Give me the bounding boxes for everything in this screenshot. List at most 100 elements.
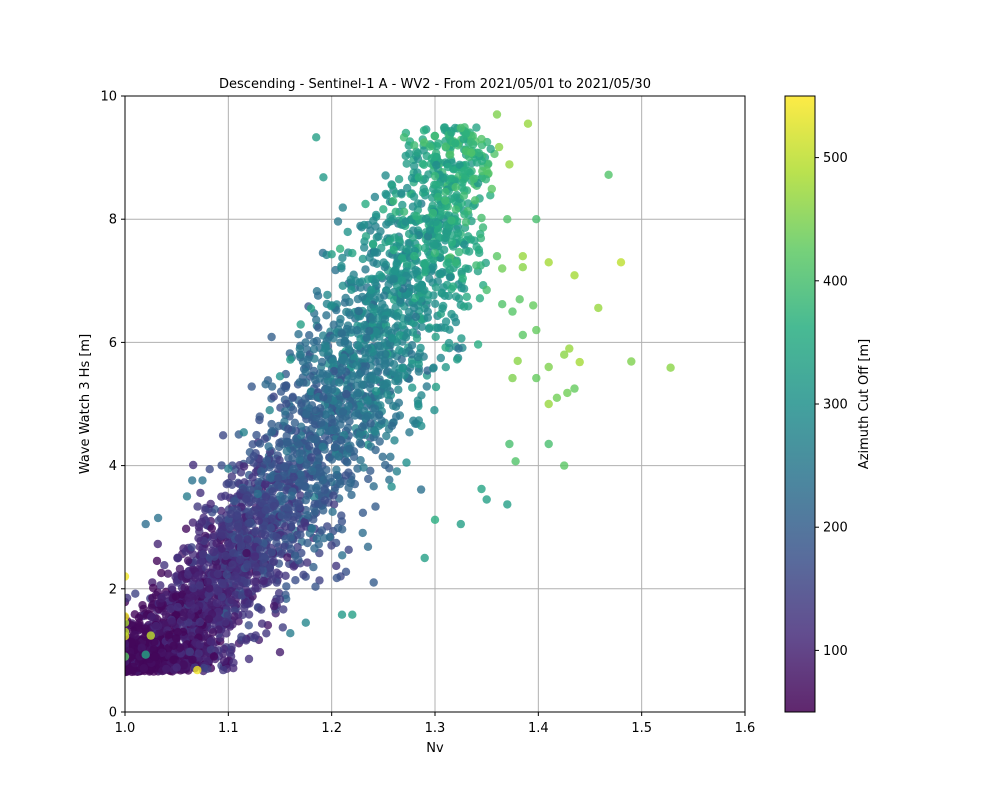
data-point <box>616 258 626 267</box>
data-point <box>423 307 432 316</box>
data-point <box>441 363 450 372</box>
data-point <box>360 243 369 252</box>
data-point <box>287 491 296 500</box>
data-point <box>401 151 410 161</box>
data-point <box>451 205 460 214</box>
data-point <box>283 437 292 447</box>
data-point <box>448 282 458 291</box>
data-point <box>446 150 455 159</box>
data-point <box>171 592 181 601</box>
data-point <box>260 480 270 489</box>
data-point <box>147 612 156 621</box>
data-point <box>319 506 328 515</box>
data-point <box>125 639 130 648</box>
data-point <box>272 568 281 577</box>
data-point <box>436 353 445 363</box>
data-point <box>470 236 479 245</box>
data-point <box>322 311 331 320</box>
data-point <box>175 643 185 652</box>
data-point <box>337 329 346 338</box>
data-point <box>454 344 463 353</box>
data-point <box>470 196 480 205</box>
data-point <box>364 474 373 484</box>
data-point <box>414 401 423 411</box>
data-point <box>432 142 441 151</box>
data-point <box>441 317 451 326</box>
data-point <box>230 612 239 621</box>
data-point <box>222 629 231 638</box>
data-point <box>371 445 380 455</box>
data-point <box>206 499 215 509</box>
data-point <box>242 548 251 558</box>
data-point <box>218 579 227 588</box>
data-point <box>403 183 412 193</box>
data-point <box>366 466 375 475</box>
data-point <box>275 438 284 448</box>
data-point <box>251 527 260 536</box>
data-point <box>413 199 423 208</box>
data-point <box>252 430 261 440</box>
data-point <box>139 604 148 614</box>
data-point <box>257 467 266 476</box>
data-point <box>316 468 325 477</box>
data-point <box>416 485 426 494</box>
data-point <box>244 519 253 528</box>
data-point <box>355 438 364 447</box>
data-point <box>419 184 428 194</box>
data-points <box>125 110 675 677</box>
data-point <box>430 515 440 524</box>
data-point <box>225 522 235 531</box>
data-point <box>306 387 316 396</box>
data-point <box>410 161 419 171</box>
data-point <box>249 452 258 461</box>
data-point <box>207 609 217 619</box>
data-point <box>498 300 507 309</box>
data-point <box>334 452 343 461</box>
data-point <box>356 456 365 465</box>
data-point <box>348 248 357 258</box>
data-point <box>383 390 392 399</box>
data-point <box>345 417 354 426</box>
data-point <box>254 516 263 525</box>
data-point <box>134 613 144 622</box>
data-point <box>286 629 295 638</box>
data-point <box>666 363 675 372</box>
data-point <box>401 333 411 342</box>
data-point <box>193 502 202 511</box>
data-point <box>227 480 237 489</box>
data-point <box>347 285 356 294</box>
data-point <box>440 323 450 333</box>
data-point <box>446 136 455 146</box>
data-point <box>217 544 227 553</box>
data-point <box>523 119 533 128</box>
data-point <box>389 196 398 206</box>
data-point <box>518 252 527 261</box>
data-point <box>197 557 206 566</box>
data-point <box>267 514 276 523</box>
data-point <box>429 363 438 372</box>
data-point <box>359 463 368 472</box>
data-point <box>333 217 343 226</box>
data-point <box>348 610 357 619</box>
data-point <box>332 573 341 583</box>
data-point <box>374 410 384 420</box>
data-point <box>338 551 347 560</box>
data-point <box>125 652 130 661</box>
data-point <box>604 170 613 179</box>
data-point <box>361 232 371 241</box>
data-point <box>563 388 572 398</box>
data-point <box>513 356 522 366</box>
data-point <box>355 278 364 287</box>
data-point <box>219 665 228 675</box>
x-tick-label: 1.4 <box>528 721 549 736</box>
data-point <box>308 466 317 476</box>
data-point <box>532 373 541 383</box>
data-point <box>570 271 579 280</box>
data-point <box>289 472 298 482</box>
data-point <box>477 134 486 144</box>
data-point <box>194 534 203 543</box>
data-point <box>305 442 314 451</box>
data-point <box>311 376 320 385</box>
data-point <box>444 338 454 348</box>
data-point <box>361 354 370 363</box>
